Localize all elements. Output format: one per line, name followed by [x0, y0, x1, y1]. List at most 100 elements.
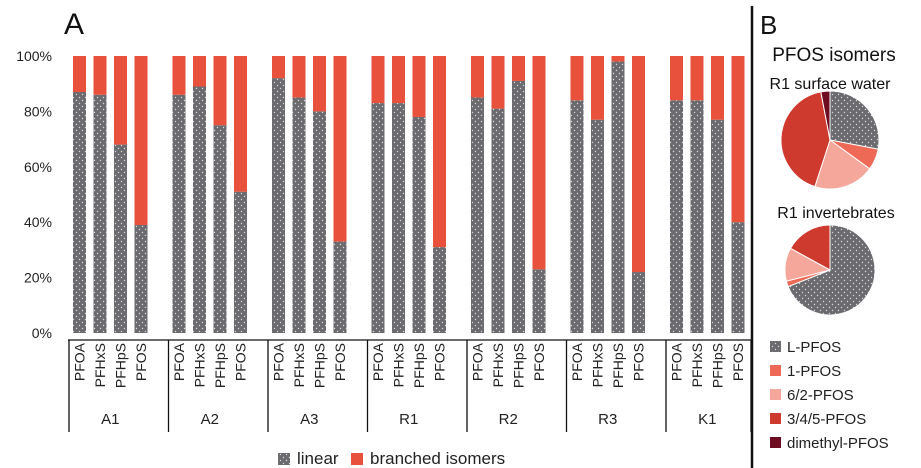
category-label: PFOA — [370, 342, 386, 381]
bar-linear — [134, 224, 148, 333]
bar-branched — [193, 56, 206, 87]
bar-branched — [73, 56, 86, 93]
category-label: PFHxS — [291, 343, 307, 387]
legend-swatch-linear — [278, 453, 290, 465]
bar-linear — [313, 111, 326, 334]
bar-linear — [690, 100, 704, 333]
pie-legend-swatch — [770, 365, 781, 376]
category-label: PFOA — [171, 342, 187, 381]
bar-linear — [632, 272, 645, 333]
bar-linear — [731, 222, 745, 333]
category-label: PFOS — [233, 343, 249, 381]
bar-branched — [611, 56, 625, 62]
category-label: PFOS — [332, 343, 348, 381]
category-label: PFHxS — [192, 343, 208, 387]
pie-legend-swatch — [770, 413, 781, 424]
category-label: PFOS — [730, 343, 746, 381]
pie-2-subtitle: R1 invertebrates — [777, 205, 894, 222]
bar-linear — [292, 97, 306, 333]
bar-linear — [371, 103, 385, 333]
pie-slice-6-2-pfos — [814, 139, 871, 190]
bar-branched — [471, 56, 484, 98]
bar-linear — [193, 86, 206, 333]
group-label: R1 — [399, 411, 418, 428]
bar-linear — [611, 61, 625, 333]
y-tick-label: 40% — [24, 214, 52, 230]
bar-linear — [333, 241, 347, 333]
category-label: PFHpS — [312, 343, 328, 388]
category-label: PFOS — [432, 343, 448, 381]
bar-branched — [532, 56, 546, 270]
category-label: PFHpS — [411, 343, 427, 388]
pie-legend: L-PFOS 1-PFOS 6/2-PFOS 3/4/5-PFOS dimethyl-P… — [770, 339, 889, 452]
group-label: A2 — [201, 411, 219, 428]
bar-branched — [234, 56, 247, 192]
bar-branched — [333, 56, 347, 242]
category-label: PFOA — [669, 342, 685, 381]
category-label: PFOS — [531, 343, 547, 381]
pie-legend-label: dimethyl-PFOS — [787, 435, 889, 452]
bar-linear — [213, 125, 227, 333]
legend-label-linear: linear — [297, 449, 339, 468]
category-label: PFHpS — [610, 343, 626, 388]
category-label: PFHxS — [391, 343, 407, 387]
bar-legend: linear branched isomers — [278, 449, 505, 468]
category-label: PFHpS — [212, 343, 228, 388]
category-label: PFOA — [470, 342, 486, 381]
category-label: PFHxS — [92, 343, 108, 387]
bar-linear — [172, 94, 186, 333]
bar-branched — [313, 56, 326, 112]
category-label: PFOA — [72, 342, 88, 381]
pie-legend-label: 6/2-PFOS — [787, 387, 854, 404]
category-label: PFHxS — [590, 343, 606, 387]
pie-legend-label: 3/4/5-PFOS — [787, 411, 866, 428]
category-label: PFHxS — [689, 343, 705, 387]
bar-branched — [591, 56, 604, 120]
y-tick-label: 60% — [24, 159, 52, 175]
bar-linear — [93, 94, 107, 333]
pie-legend-label: L-PFOS — [787, 339, 841, 356]
pie-slice-l-pfos — [787, 224, 876, 316]
bar-linear — [570, 100, 584, 333]
pie-legend-swatch — [770, 437, 781, 448]
group-label: A3 — [300, 411, 318, 428]
pie-slice-3-4-5-pfos — [780, 91, 831, 188]
pie-legend-label: 1-PFOS — [787, 363, 841, 380]
bar-linear — [234, 191, 247, 333]
bar-branched — [570, 56, 584, 101]
bar-branched — [134, 56, 148, 225]
category-label: PFHpS — [710, 343, 726, 388]
y-tick-label: 100% — [16, 48, 52, 64]
pie-title: PFOS isomers — [772, 45, 896, 66]
bar-chart — [73, 56, 745, 334]
pie-slice-dimethyl-pfos — [820, 90, 831, 141]
pie-slice-l-pfos — [829, 90, 880, 150]
bar-branched — [392, 56, 405, 104]
bar-branched — [491, 56, 505, 109]
bar-linear — [670, 100, 683, 333]
pie-legend-swatch — [770, 389, 781, 400]
group-label: R3 — [598, 411, 617, 428]
bar-branched — [512, 56, 525, 81]
bar-branched — [371, 56, 385, 104]
group-label: A1 — [101, 411, 119, 428]
legend-swatch-branched — [351, 453, 363, 465]
pie-surface-water — [780, 90, 880, 190]
pie-1-subtitle: R1 surface water — [770, 76, 892, 93]
category-label: PFOS — [631, 343, 647, 381]
bar-branched — [412, 56, 426, 117]
bar-linear — [392, 103, 405, 333]
category-label: PFHxS — [490, 343, 506, 387]
bar-linear — [114, 144, 127, 333]
bar-linear — [491, 108, 505, 333]
bar-linear — [412, 116, 426, 333]
bar-linear — [73, 92, 86, 333]
bar-linear — [512, 80, 525, 334]
bar-branched — [433, 56, 446, 248]
bar-branched — [670, 56, 683, 101]
bar-branched — [114, 56, 127, 145]
bar-linear — [711, 119, 724, 334]
category-label: PFHpS — [113, 343, 129, 388]
